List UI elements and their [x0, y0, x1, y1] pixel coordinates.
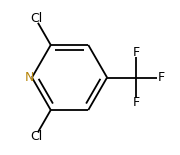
Text: F: F: [158, 71, 165, 84]
Text: F: F: [132, 46, 140, 59]
Text: Cl: Cl: [30, 130, 42, 143]
Text: Cl: Cl: [30, 12, 42, 25]
Text: F: F: [132, 96, 140, 109]
Text: N: N: [25, 71, 34, 84]
